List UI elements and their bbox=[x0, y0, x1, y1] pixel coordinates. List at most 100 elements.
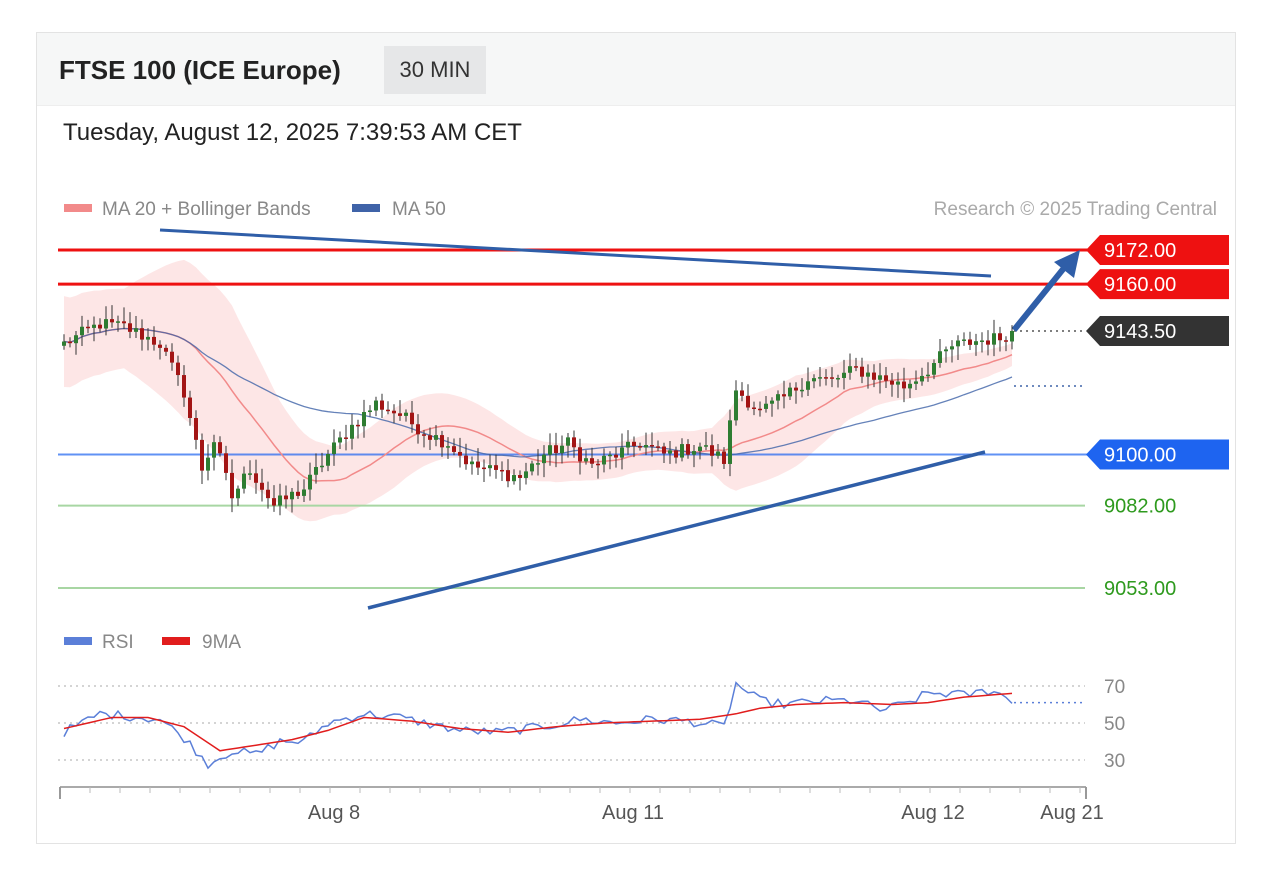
candle-body bbox=[464, 455, 468, 465]
candle bbox=[134, 316, 138, 338]
candle bbox=[314, 453, 318, 484]
candle bbox=[866, 364, 870, 389]
candle bbox=[596, 459, 600, 479]
resistance-price-label: 9172.00 bbox=[1104, 240, 1176, 262]
candle-body bbox=[818, 377, 822, 379]
candle-body bbox=[1004, 340, 1008, 342]
candle bbox=[626, 430, 630, 455]
candle bbox=[548, 433, 552, 466]
rsi-ma-legend-swatch bbox=[162, 637, 190, 645]
candle bbox=[680, 438, 684, 462]
candle-body bbox=[404, 412, 408, 416]
candle bbox=[746, 384, 750, 411]
timeframe-button[interactable]: 30 MIN bbox=[384, 46, 486, 94]
candle-body bbox=[758, 408, 762, 411]
candle-body bbox=[332, 442, 336, 454]
candle-body bbox=[920, 375, 924, 382]
candle bbox=[92, 316, 96, 342]
candle bbox=[110, 305, 114, 328]
candle bbox=[854, 357, 858, 372]
instrument-title: FTSE 100 (ICE Europe) bbox=[59, 55, 341, 85]
candle-body bbox=[446, 446, 450, 448]
candle-body bbox=[728, 420, 732, 464]
candle-body bbox=[284, 495, 288, 500]
candle bbox=[464, 443, 468, 470]
candle-body bbox=[890, 380, 894, 385]
candle bbox=[260, 468, 264, 502]
price-levels bbox=[58, 248, 1088, 589]
candle-body bbox=[68, 341, 72, 344]
candle bbox=[296, 480, 300, 500]
candle bbox=[416, 414, 420, 444]
candle-body bbox=[422, 434, 426, 436]
candle-body bbox=[644, 445, 648, 448]
candle bbox=[650, 432, 654, 457]
candle-body bbox=[638, 446, 642, 448]
candle-body bbox=[98, 324, 102, 329]
candle bbox=[944, 346, 948, 363]
candle-body bbox=[542, 454, 546, 464]
candle-body bbox=[896, 381, 900, 385]
candle bbox=[686, 439, 690, 459]
candle-body bbox=[134, 328, 138, 332]
candle-body bbox=[926, 374, 930, 377]
candle bbox=[410, 400, 414, 433]
candle-body bbox=[632, 441, 636, 447]
candle-body bbox=[146, 336, 150, 340]
x-axis-tick-label: Aug 11 bbox=[602, 802, 664, 824]
candle bbox=[386, 401, 390, 415]
candle bbox=[500, 461, 504, 481]
candle-body bbox=[902, 381, 906, 389]
candle-body bbox=[842, 372, 846, 378]
candle bbox=[554, 432, 558, 468]
candle bbox=[140, 319, 144, 351]
candle bbox=[668, 441, 672, 464]
candle-body bbox=[290, 491, 294, 500]
candle-body bbox=[182, 375, 186, 398]
candle-body bbox=[752, 407, 756, 410]
candle-body bbox=[170, 351, 174, 363]
candle bbox=[428, 427, 432, 450]
candle bbox=[128, 312, 132, 339]
candle bbox=[764, 396, 768, 413]
candle bbox=[980, 332, 984, 353]
candle-body bbox=[440, 435, 444, 448]
candle bbox=[956, 335, 960, 361]
candle bbox=[248, 460, 252, 480]
candle-body bbox=[782, 394, 786, 397]
x-axis-tick-label: Aug 8 bbox=[308, 802, 360, 824]
forecast-arrow-shaft bbox=[1011, 266, 1067, 332]
candle bbox=[776, 390, 780, 410]
candle-body bbox=[434, 435, 438, 440]
candle bbox=[620, 433, 624, 470]
ma50-legend-swatch bbox=[352, 204, 380, 212]
resistance-trendline bbox=[159, 228, 992, 278]
candle bbox=[770, 397, 774, 417]
candle bbox=[710, 434, 714, 467]
candle-body bbox=[860, 366, 864, 377]
copyright-text: Research © 2025 Trading Central bbox=[934, 199, 1217, 220]
candle-body bbox=[548, 445, 552, 455]
candle bbox=[632, 436, 636, 458]
rsi-panel: 70 50 30 bbox=[58, 677, 1125, 772]
candle-body bbox=[296, 491, 300, 496]
candle bbox=[812, 374, 816, 389]
candle bbox=[476, 448, 480, 476]
candle-body bbox=[878, 375, 882, 380]
candle-body bbox=[764, 403, 768, 409]
candle-body bbox=[500, 469, 504, 472]
candle bbox=[116, 315, 120, 332]
candle-body bbox=[344, 437, 348, 439]
rsi-legend-swatch bbox=[64, 637, 92, 645]
candle-body bbox=[716, 451, 720, 456]
candle-body bbox=[866, 372, 870, 377]
candle bbox=[974, 333, 978, 356]
candle-body bbox=[410, 412, 414, 425]
bollinger-band-fill bbox=[64, 259, 1012, 522]
candle bbox=[278, 483, 282, 516]
candle bbox=[320, 452, 324, 473]
candle bbox=[884, 366, 888, 389]
candle bbox=[164, 344, 168, 357]
candle bbox=[602, 448, 606, 473]
